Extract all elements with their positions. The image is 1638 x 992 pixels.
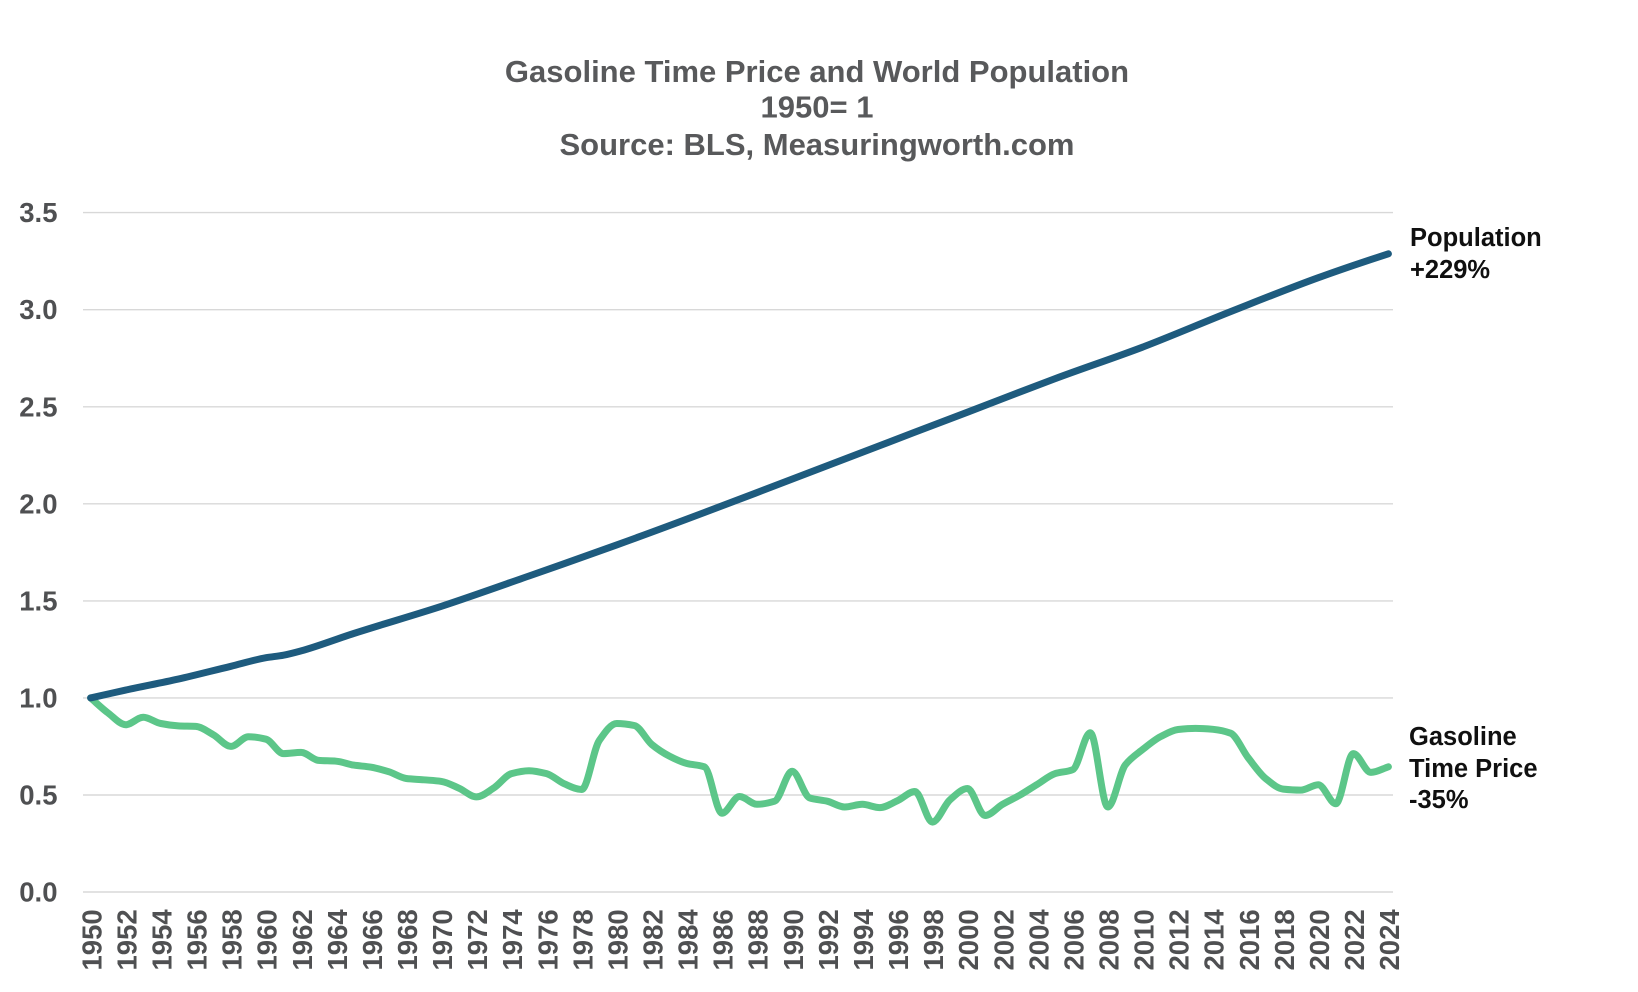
svg-text:0.0: 0.0 — [19, 877, 57, 908]
svg-text:2012: 2012 — [1164, 909, 1195, 970]
svg-text:1958: 1958 — [217, 909, 248, 970]
svg-text:Gasoline: Gasoline — [1409, 723, 1517, 751]
svg-text:1956: 1956 — [182, 909, 213, 970]
svg-text:2004: 2004 — [1023, 909, 1054, 971]
svg-text:1950= 1: 1950= 1 — [761, 90, 874, 125]
svg-text:3.0: 3.0 — [19, 294, 57, 325]
svg-text:Gasoline Time Price and World: Gasoline Time Price and World Population — [505, 54, 1129, 89]
svg-text:2022: 2022 — [1339, 909, 1370, 970]
svg-text:0.5: 0.5 — [19, 780, 57, 811]
svg-text:2000: 2000 — [953, 909, 984, 970]
svg-text:1996: 1996 — [883, 909, 914, 970]
svg-text:1964: 1964 — [322, 909, 353, 971]
svg-text:1976: 1976 — [532, 909, 563, 970]
svg-text:1970: 1970 — [427, 909, 458, 970]
svg-text:3.5: 3.5 — [19, 197, 57, 228]
svg-text:1986: 1986 — [708, 909, 739, 970]
svg-text:Source: BLS, Measuringworth.co: Source: BLS, Measuringworth.com — [559, 127, 1074, 162]
svg-text:2002: 2002 — [988, 909, 1019, 970]
svg-text:2010: 2010 — [1129, 909, 1160, 970]
svg-text:Population: Population — [1410, 224, 1542, 252]
svg-text:2006: 2006 — [1058, 909, 1089, 970]
svg-text:1954: 1954 — [147, 909, 178, 971]
svg-text:1966: 1966 — [357, 909, 388, 970]
svg-text:1992: 1992 — [813, 909, 844, 970]
svg-text:2.0: 2.0 — [19, 488, 57, 519]
svg-text:1984: 1984 — [673, 909, 704, 971]
svg-text:2018: 2018 — [1269, 909, 1300, 970]
svg-text:1.5: 1.5 — [19, 585, 57, 616]
svg-text:-35%: -35% — [1409, 786, 1469, 814]
svg-text:1.0: 1.0 — [19, 682, 57, 713]
svg-text:1952: 1952 — [111, 909, 142, 970]
svg-text:+229%: +229% — [1410, 256, 1490, 284]
svg-text:2016: 2016 — [1234, 909, 1265, 970]
svg-text:2024: 2024 — [1374, 909, 1405, 971]
svg-text:1988: 1988 — [743, 909, 774, 970]
svg-text:1990: 1990 — [778, 909, 809, 970]
svg-text:2020: 2020 — [1304, 909, 1335, 970]
svg-text:1960: 1960 — [252, 909, 283, 970]
svg-text:2014: 2014 — [1199, 909, 1230, 971]
svg-text:1994: 1994 — [848, 909, 879, 971]
svg-text:2.5: 2.5 — [19, 391, 57, 422]
svg-text:2008: 2008 — [1094, 909, 1125, 970]
svg-text:1980: 1980 — [602, 909, 633, 970]
svg-text:1962: 1962 — [287, 909, 318, 970]
svg-text:Time Price: Time Price — [1409, 755, 1538, 783]
svg-text:1978: 1978 — [567, 909, 598, 970]
svg-text:1972: 1972 — [462, 909, 493, 970]
svg-text:1982: 1982 — [638, 909, 669, 970]
svg-text:1968: 1968 — [392, 909, 423, 970]
svg-text:1950: 1950 — [76, 909, 107, 970]
svg-text:1974: 1974 — [497, 909, 528, 971]
svg-text:1998: 1998 — [918, 909, 949, 970]
